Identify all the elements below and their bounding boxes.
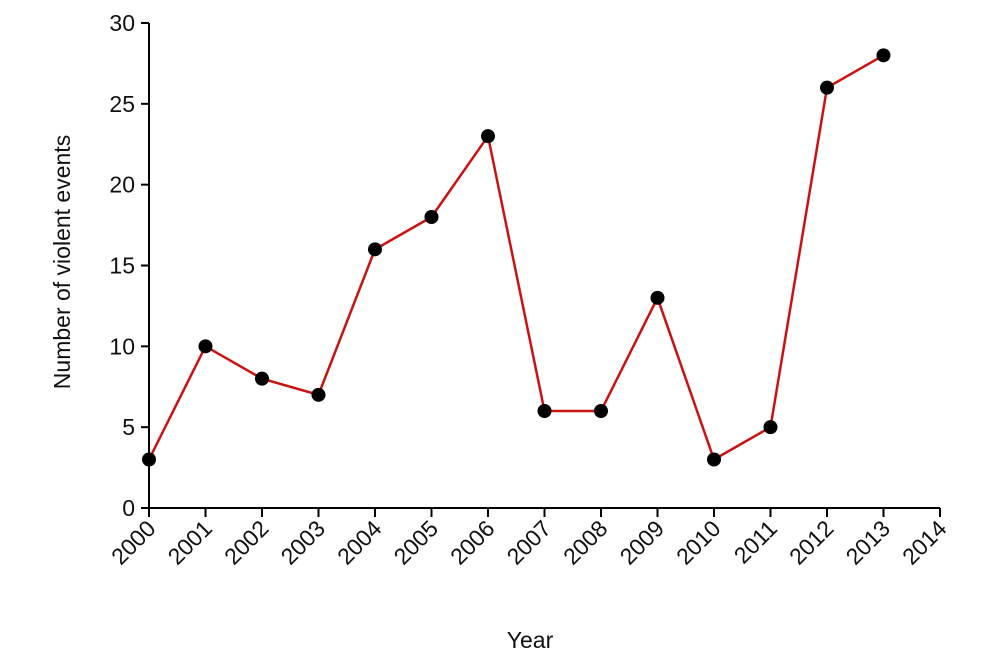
x-tick-label: 2002 (219, 515, 274, 570)
data-point (255, 371, 269, 386)
y-tick-label: 10 (109, 333, 135, 359)
data-point (707, 452, 721, 467)
data-point (650, 290, 665, 305)
data-point (368, 242, 382, 257)
x-tick-label: 2014 (897, 515, 952, 570)
axes (148, 23, 940, 509)
data-point (311, 387, 326, 402)
y-tick-label: 0 (122, 495, 135, 521)
y-axis-label: Number of violent events (49, 135, 75, 389)
data-point (424, 210, 439, 224)
x-tick-label: 2000 (106, 515, 161, 570)
data-point (481, 129, 495, 144)
data-point (537, 404, 552, 418)
x-tick-label: 2003 (275, 515, 330, 570)
x-tick-label: 2011 (729, 515, 782, 568)
x-tick-label: 2006 (445, 515, 500, 570)
data-point (876, 48, 891, 63)
x-tick-label: 2013 (840, 515, 895, 570)
data-line (147, 54, 885, 462)
data-point (594, 404, 608, 418)
x-tick-label: 2004 (332, 515, 387, 570)
y-tick-label: 25 (109, 91, 135, 117)
x-tick-label: 2001 (162, 515, 217, 570)
data-point (763, 420, 778, 435)
x-tick-label: 2010 (671, 515, 726, 570)
y-tick-label: 30 (109, 10, 135, 36)
y-tick-label: 15 (109, 253, 135, 279)
y-tick-label: 20 (109, 172, 135, 198)
data-point (198, 339, 213, 354)
x-tick-label: 2012 (784, 515, 839, 570)
y-tick-label: 5 (122, 414, 135, 440)
x-tick-label: 2005 (388, 515, 443, 570)
x-tick-label: 2009 (614, 515, 669, 570)
data-point (820, 80, 834, 95)
x-tick-label: 2007 (501, 515, 556, 570)
x-tick-label: 2008 (558, 515, 613, 570)
x-axis-label: Year (507, 627, 554, 653)
data-point (142, 452, 156, 467)
